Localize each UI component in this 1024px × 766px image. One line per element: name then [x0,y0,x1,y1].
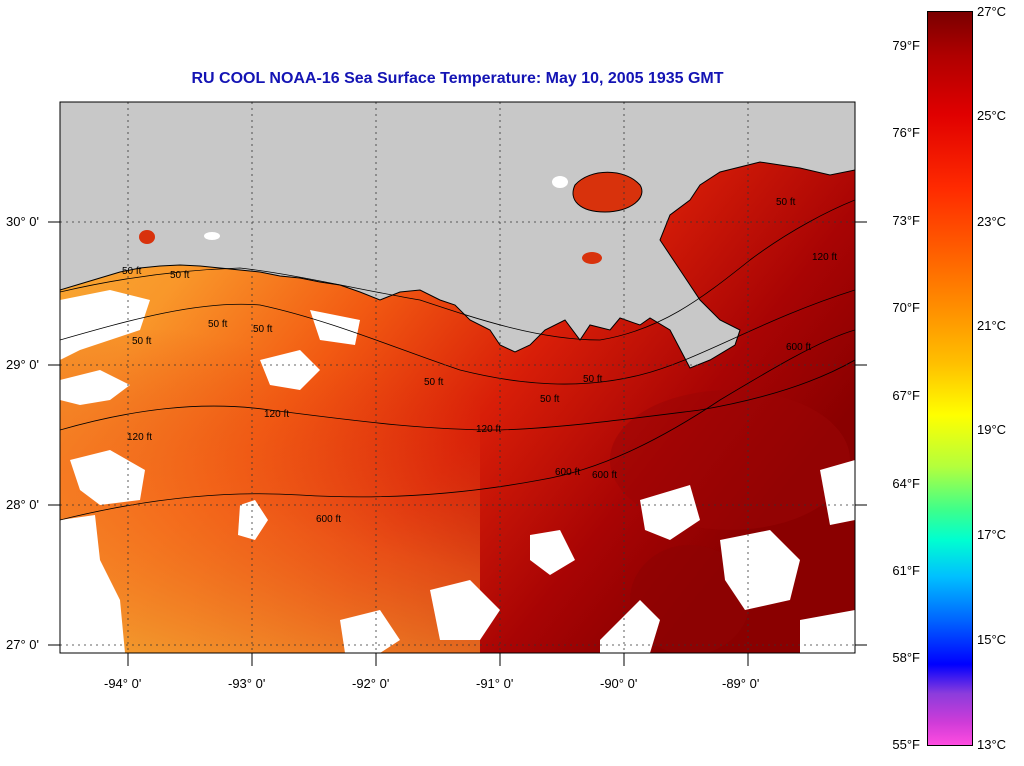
lat-label: 30° 0' [6,214,39,229]
lake-sabine [139,230,155,244]
lon-label: -90° 0' [600,676,638,691]
contour-label: 120 ft [476,424,501,435]
cloud-land-2 [552,176,568,188]
contour-label: 120 ft [812,252,837,263]
warm-core-south [630,545,750,653]
lat-label: 29° 0' [6,357,39,372]
colorbar-celsius-label: 23°C [977,214,1007,229]
contour-label: 50 ft [253,324,273,335]
depth-contours [60,199,855,521]
map-title: RU COOL NOAA-16 Sea Surface Temperature:… [191,70,724,87]
lon-label: -91° 0' [476,676,514,691]
contour-label: 50 ft [132,336,152,347]
colorbar-celsius-label: 17°C [977,527,1007,542]
colorbar-fahrenheit-label: 55°F [892,737,920,752]
clouds [60,290,855,653]
lake-small [582,252,602,264]
contour-label: 50 ft [583,374,603,385]
colorbar-fahrenheit-label: 61°F [892,563,920,578]
contour-label: 600 ft [316,514,341,525]
contour-label: 120 ft [127,432,152,443]
contour-label: 50 ft [776,197,796,208]
lon-label: -92° 0' [352,676,390,691]
lake-pontchartrain [572,171,643,213]
axis-ticks [48,221,867,666]
contour-label: 50 ft [208,319,228,330]
colorbar-celsius-label: 27°C [977,4,1007,19]
lat-lon-grid [60,102,855,653]
colorbar-celsius-label: 15°C [977,632,1007,647]
map-area [60,102,855,653]
colorbar-fahrenheit-label: 67°F [892,388,920,403]
temperature-colorbar [927,11,973,746]
contour-label: 50 ft [540,394,560,405]
cloud-land-1 [204,232,220,240]
colorbar-fahrenheit-label: 79°F [892,38,920,53]
colorbar-celsius-label: 25°C [977,108,1007,123]
contour-label: 50 ft [424,377,444,388]
lon-label: -89° 0' [722,676,760,691]
contour-labels: 50 ft 50 ft 50 ft 50 ft 50 ft 50 ft 50 f… [122,197,837,525]
contour-label: 600 ft [786,342,811,353]
colorbar-fahrenheit-label: 70°F [892,300,920,315]
lat-label: 28° 0' [6,497,39,512]
colorbar-fahrenheit-label: 64°F [892,476,920,491]
colorbar-celsius-label: 21°C [977,318,1007,333]
lat-label: 27° 0' [6,637,39,652]
map-frame [59,101,856,654]
colorbar-fahrenheit-label: 76°F [892,125,920,140]
colorbar-fahrenheit-label: 58°F [892,650,920,665]
contour-label: 50 ft [122,266,142,277]
contour-label: 50 ft [170,270,190,281]
colorbar-celsius-label: 13°C [977,737,1007,752]
contour-label: 600 ft [555,467,580,478]
lon-label: -93° 0' [228,676,266,691]
contour-label: 600 ft [592,470,617,481]
colorbar-fahrenheit-label: 73°F [892,213,920,228]
colorbar-celsius-label: 19°C [977,422,1007,437]
lon-label: -94° 0' [104,676,142,691]
contour-label: 120 ft [264,409,289,420]
land-mass [60,102,855,369]
